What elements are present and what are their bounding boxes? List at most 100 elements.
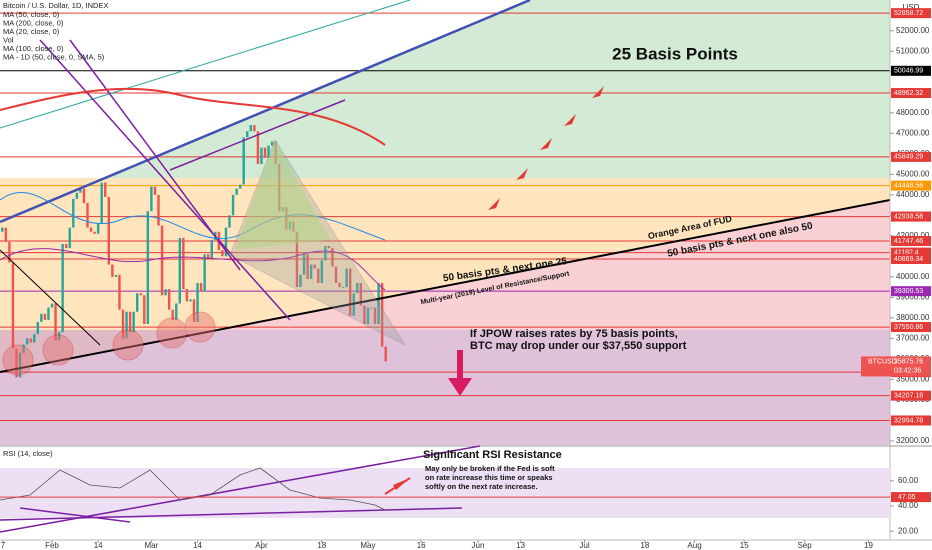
annotation: Significant RSI Resistance: [423, 449, 562, 461]
y-tick-label: 20.00: [898, 526, 919, 535]
candle-body: [86, 203, 89, 228]
y-tick-label: 40.00: [898, 501, 919, 510]
trend-line: [0, 249, 101, 346]
candle-body: [1, 227, 4, 232]
y-tick-label: 44000.00: [896, 190, 930, 199]
touch-circle: [184, 311, 216, 343]
rsi-label: 47.05: [898, 494, 916, 501]
candle-body: [40, 313, 43, 322]
level-tag: [891, 254, 931, 265]
candle-body: [136, 293, 139, 312]
x-tick-label: 14: [193, 541, 202, 550]
candle-body: [324, 246, 327, 261]
x-tick-label: 18: [640, 541, 649, 550]
x-tick-label: Sep: [797, 541, 812, 550]
legend-entry: MA - 1D (50, close, 0, SMA, 5): [3, 52, 105, 61]
candle-body: [306, 254, 309, 279]
candle-body: [309, 264, 313, 279]
candle-body: [199, 282, 203, 292]
candle-body: [15, 348, 18, 378]
candle-body: [373, 307, 377, 325]
candle-body: [334, 266, 338, 283]
green-zone: [108, 0, 890, 178]
level-tag: [891, 211, 931, 222]
candle-body: [29, 338, 32, 343]
x-tick-label: Jul: [579, 541, 589, 550]
candle-body: [331, 248, 334, 267]
touch-circle: [2, 344, 34, 376]
y-tick-label: 52000.00: [896, 26, 930, 35]
candle-body: [128, 311, 132, 333]
candle-body: [189, 299, 192, 302]
level-tag: [891, 151, 931, 162]
candle-body: [50, 303, 54, 308]
x-tick-label: 18: [317, 541, 326, 550]
candle-body: [341, 287, 345, 289]
candle-body: [349, 268, 352, 316]
x-tick-label: Apr: [255, 541, 268, 550]
touch-circle: [156, 317, 188, 349]
candle-body: [178, 237, 181, 304]
level-label: 34207.18: [894, 392, 923, 399]
candle-body: [36, 321, 39, 335]
candle-body: [295, 231, 299, 288]
trend-line: [169, 99, 346, 171]
legend-entry: MA (50, close, 0): [3, 10, 60, 19]
candle-body: [313, 264, 316, 269]
level-tag: [891, 180, 931, 191]
candle-body: [228, 215, 231, 228]
y-tick-label: 60.00: [898, 476, 919, 485]
level-label: 40869.34: [894, 256, 923, 263]
candle-body: [196, 282, 199, 322]
candle-body: [93, 231, 96, 234]
candle-body: [363, 305, 366, 325]
candle-body: [150, 186, 153, 212]
candle-body: [132, 311, 135, 333]
candle-body: [359, 282, 363, 306]
x-tick-label: 16: [417, 541, 426, 550]
last-price-label: 35875.76: [894, 358, 923, 365]
rocket: [540, 138, 552, 150]
candle-body: [118, 274, 121, 310]
x-tick-label: 7: [1, 541, 6, 550]
trend-line: [0, 0, 411, 129]
rocket: [564, 114, 576, 126]
candle-body: [65, 244, 68, 249]
rocket: [516, 168, 528, 180]
candle-body: [224, 227, 228, 257]
level-label: 44448.56: [894, 182, 923, 189]
touch-circle: [112, 329, 144, 361]
annotation: on rate increase this time or speaks: [425, 473, 553, 482]
last-price-tag: [861, 356, 931, 377]
candle-body: [263, 147, 267, 158]
x-tick-label: May: [360, 541, 375, 550]
level-tag: [891, 415, 931, 426]
level-tag: [891, 390, 931, 401]
candle-body: [111, 264, 114, 277]
annotation: BTC may drop under our $37,550 support: [470, 340, 687, 352]
candle-body: [270, 141, 274, 146]
candle-body: [18, 352, 22, 378]
candle-body: [157, 194, 160, 226]
annotation: 25 Basis Points: [612, 44, 738, 63]
x-tick-label: Jun: [472, 541, 485, 550]
candle-body: [146, 211, 150, 325]
y-tick-label: 38000.00: [896, 313, 930, 322]
candle-body: [160, 225, 164, 296]
y-tick-label: 47000.00: [896, 128, 930, 137]
candle-body: [182, 237, 185, 290]
legend-entry: Vol: [3, 35, 14, 44]
candle-body: [75, 192, 79, 199]
candle-body: [11, 262, 15, 349]
candle-body: [345, 268, 348, 288]
x-tick-label: Mar: [145, 541, 159, 550]
candle-body: [238, 184, 242, 189]
candle-body: [167, 289, 171, 310]
candle-body: [221, 250, 224, 257]
level-label: 42938.58: [894, 213, 923, 220]
candle-body: [317, 268, 320, 283]
candle-body: [153, 186, 157, 195]
level-label: 52858.72: [894, 10, 923, 17]
candle-body: [79, 188, 82, 193]
candle-body: [72, 198, 75, 228]
